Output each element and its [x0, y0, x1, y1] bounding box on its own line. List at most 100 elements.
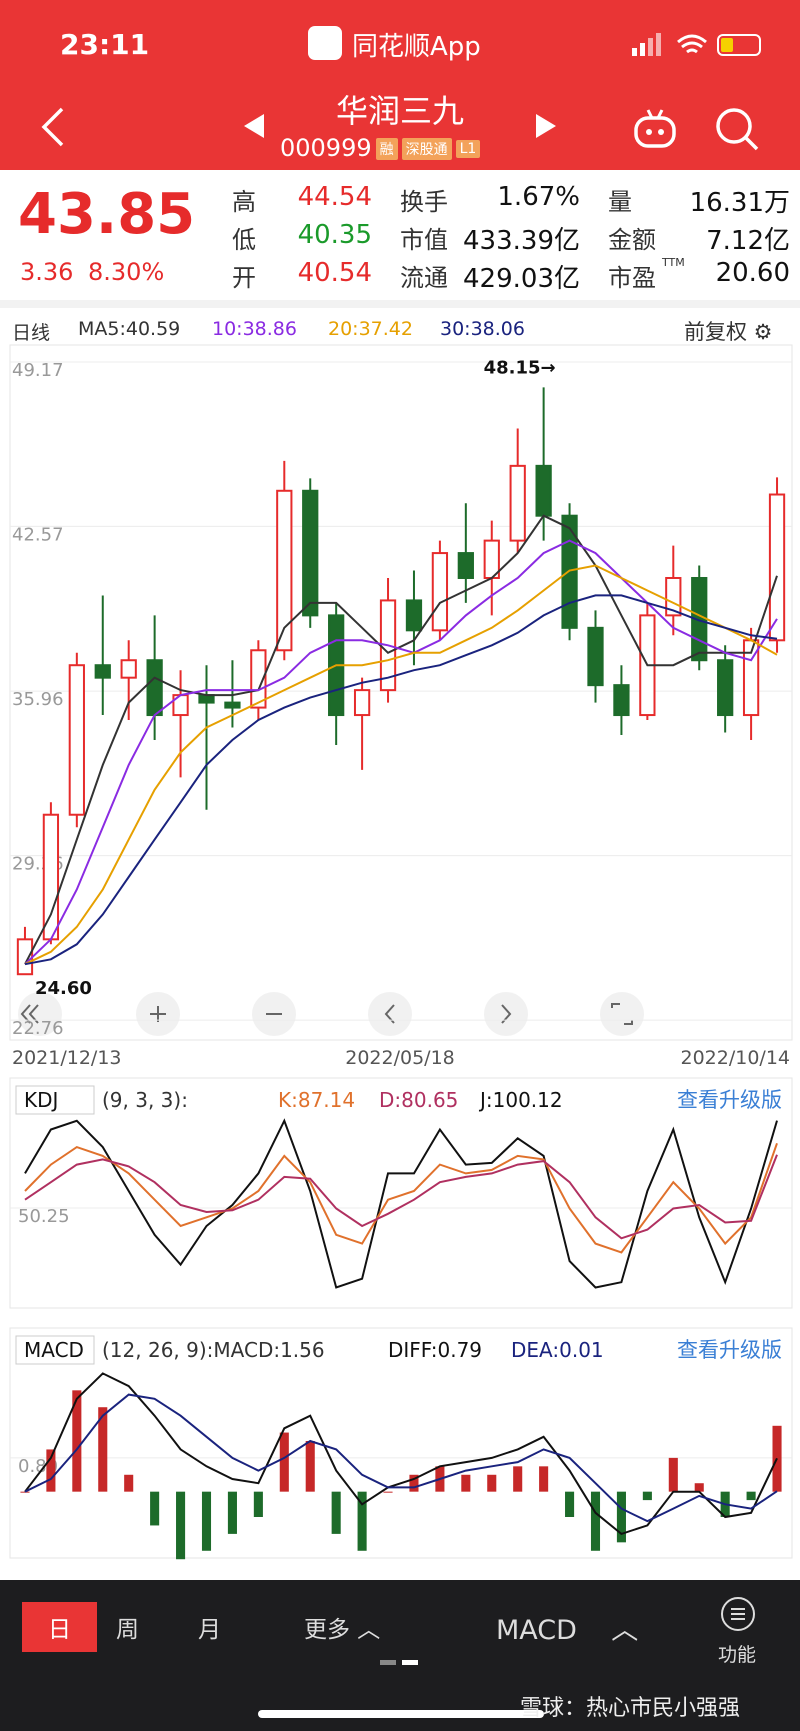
date-label: 2021/12/13	[12, 1047, 122, 1069]
period-tab[interactable]: 月	[198, 1617, 221, 1643]
upgrade-link[interactable]: 查看升级版	[677, 1088, 782, 1112]
price-annotation: 24.60	[35, 978, 92, 999]
divider	[0, 300, 800, 308]
next-stock[interactable]	[532, 112, 560, 140]
candle-body	[509, 464, 526, 542]
macd-bar	[176, 1491, 186, 1560]
macd-bar	[383, 1491, 393, 1493]
y-tick-label: 22.76	[12, 1018, 64, 1039]
kdj-frame	[9, 1077, 793, 1309]
macd-bar	[72, 1390, 82, 1492]
badge: 融	[375, 138, 398, 160]
bottom-toolbar: 日周 月 更多 ︿ MACD ︿ 功能 雪球：热心市民小强强	[0, 1580, 800, 1731]
page-dot	[380, 1660, 396, 1665]
status-time: 23:11	[60, 28, 150, 61]
field-label: 开	[232, 264, 256, 292]
candle-body	[68, 664, 85, 816]
back-button[interactable]	[38, 105, 68, 149]
indicator-name: KDJ	[24, 1088, 58, 1112]
candle-body	[250, 649, 267, 709]
indicator-select	[15, 1085, 95, 1115]
indicator-button[interactable]: MACD ︿	[496, 1615, 639, 1646]
ma-legend: 30:38.06	[440, 318, 525, 340]
candle-body	[457, 552, 474, 579]
y-tick-label: 49.17	[12, 360, 64, 381]
indicator-label: MACD	[496, 1615, 577, 1646]
indicator-select	[15, 1335, 95, 1365]
adjust-button[interactable]: 前复权 ⚙	[684, 320, 773, 344]
macd-frame	[9, 1327, 793, 1559]
macd-bar	[98, 1407, 108, 1492]
indicator-line	[24, 1372, 778, 1536]
macd-bar	[461, 1474, 471, 1492]
macd-bar	[331, 1491, 341, 1534]
macd-bar	[150, 1491, 160, 1526]
indicator-legend: K:87.14	[278, 1088, 355, 1112]
page-dot	[402, 1660, 418, 1665]
prev-stock[interactable]	[240, 112, 268, 140]
candle-body	[276, 489, 293, 652]
candle-body	[42, 813, 60, 941]
app-icon	[308, 26, 342, 60]
field-label: 低	[232, 226, 256, 254]
menu-icon[interactable]	[718, 1594, 758, 1634]
indicator-name: MACD	[24, 1338, 84, 1362]
search-button[interactable]	[712, 104, 762, 154]
y-tick-label: 35.96	[12, 689, 64, 710]
indicator-line	[24, 1393, 778, 1523]
upgrade-link[interactable]: 查看升级版	[677, 1338, 782, 1362]
field-value: 16.31万	[689, 188, 790, 218]
field-value: 433.39亿	[463, 226, 580, 256]
adjust-label: 前复权	[684, 320, 747, 344]
candle-body	[353, 689, 371, 717]
macd-bar	[539, 1466, 549, 1492]
candle-body	[587, 626, 604, 687]
field-value: 40.35	[297, 220, 372, 250]
candle-body	[535, 464, 552, 517]
menu-label[interactable]: 功能	[718, 1644, 757, 1666]
header: 23:11 同花顺App 华润三九 000999 融深股通 L1	[0, 0, 800, 170]
candle-body	[405, 599, 423, 632]
candle-body	[665, 576, 682, 617]
ma-legend: 10:38.86	[212, 318, 297, 340]
candle-body	[120, 659, 137, 679]
candle-body	[224, 701, 241, 709]
indicator-params: (12, 26, 9):MACD:1.56	[102, 1338, 325, 1362]
macd-bar	[124, 1474, 134, 1492]
robot-button[interactable]	[630, 104, 680, 154]
macd-bar	[357, 1491, 367, 1551]
app-name: 同花顺App	[352, 32, 481, 62]
indicator-line	[24, 594, 778, 966]
period-tab[interactable]: 更多 ︿	[304, 1617, 381, 1643]
badge: 深股通	[401, 138, 452, 160]
chart-controls	[18, 992, 644, 1036]
candle-body	[768, 493, 786, 642]
stock-code: 000999	[280, 134, 372, 162]
date-label: 2022/05/18	[345, 1047, 455, 1069]
period-tab[interactable]: 周	[116, 1617, 139, 1643]
period-tab[interactable]: 日	[22, 1602, 97, 1652]
charts: 49.1742.5735.9629.3622.7648.15→24.602021…	[9, 344, 793, 1560]
field-label: 高	[232, 188, 256, 216]
macd-bar	[642, 1491, 652, 1501]
macd-bar	[746, 1491, 756, 1501]
macd-bar	[20, 1491, 30, 1493]
candle-body	[717, 659, 734, 717]
indicator-line	[24, 1142, 778, 1254]
price-annotation: 48.15→	[484, 357, 556, 378]
field-value: 429.03亿	[463, 264, 580, 294]
macd-bar	[565, 1491, 575, 1517]
ma-legend: 20:37.42	[328, 318, 413, 340]
field-value: 1.67%	[497, 182, 580, 212]
y-tick-label: 50.25	[18, 1206, 70, 1227]
indicator-line	[24, 564, 778, 966]
candle-body	[94, 664, 111, 679]
candle-body	[302, 489, 319, 617]
indicator-legend: J:100.12	[478, 1088, 563, 1112]
macd-bar	[201, 1491, 212, 1551]
macd-bar	[253, 1491, 263, 1517]
candle-body	[198, 694, 215, 704]
indicator-line	[24, 539, 778, 965]
macd-bar	[590, 1491, 601, 1551]
